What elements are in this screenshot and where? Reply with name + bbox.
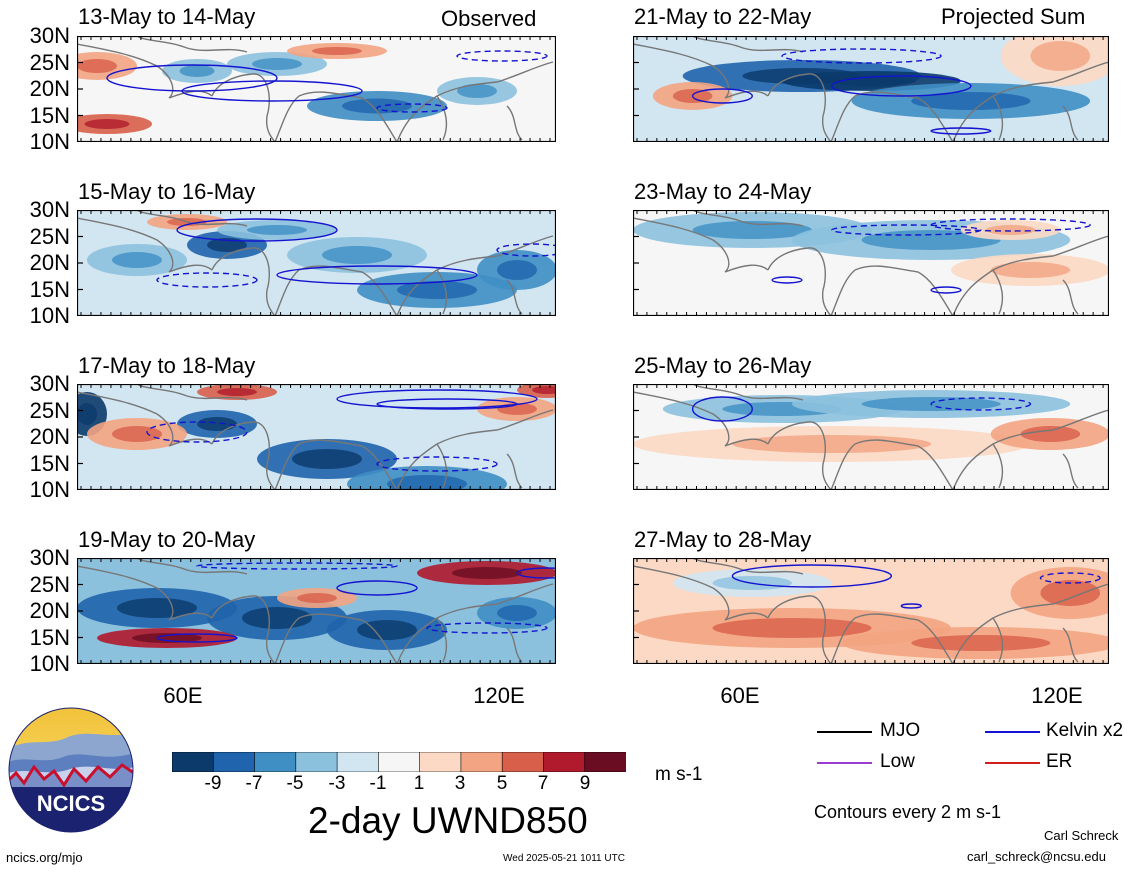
colorbar-swatch <box>419 751 462 773</box>
panel-title-5: 21-May to 22-May <box>634 4 812 29</box>
lat-label: 15N <box>29 103 70 128</box>
contours-note: Contours every 2 m s-1 <box>814 802 1002 822</box>
colorbar-swatch <box>501 751 545 773</box>
footer-email[interactable]: carl_schreck@ncsu.edu <box>967 849 1106 864</box>
map-panel-8 <box>633 558 1109 664</box>
colorbar-swatch <box>171 751 215 773</box>
colorbar-swatch <box>584 751 627 773</box>
lat-label: 10N <box>29 129 70 154</box>
lon-label-120e-left: 120E <box>473 683 525 708</box>
lat-label: 25N <box>29 398 70 423</box>
map-panel-6 <box>633 210 1109 316</box>
colorbar-label: -7 <box>245 773 263 794</box>
colorbar-units: m s-1 <box>655 764 703 785</box>
panel-title-4: 19-May to 20-May <box>78 527 256 552</box>
map-panel-7 <box>633 384 1109 490</box>
colorbar-label: 7 <box>537 773 549 794</box>
lat-label: 15N <box>29 451 70 476</box>
lon-label-60e-left: 60E <box>163 683 203 708</box>
lon-label-120e-right: 120E <box>1031 683 1083 708</box>
main-title: 2-day UWND850 <box>308 800 588 841</box>
legend-label-mjo: MJO <box>880 720 921 741</box>
lat-label: 25N <box>29 50 70 75</box>
legend-label-kelvin: Kelvin x2 <box>1046 720 1124 741</box>
panel-title-6: 23-May to 24-May <box>634 179 812 204</box>
legend-line-er <box>985 762 1040 764</box>
colorbar-label: -1 <box>369 773 387 794</box>
footer-timestamp: Wed 2025-05-21 1011 UTC <box>503 853 625 864</box>
colorbar-swatch <box>460 751 503 773</box>
colorbar-swatch <box>336 751 380 773</box>
colorbar-swatches <box>171 751 627 773</box>
projected-column-title: Projected Sum <box>941 4 1086 29</box>
lat-label: 20N <box>29 598 70 623</box>
colorbar-swatch <box>295 751 338 773</box>
map-panel-1 <box>77 36 556 142</box>
map-panel-5 <box>633 36 1109 142</box>
legend-label-er: ER <box>1046 751 1073 772</box>
observed-column-title: Observed <box>441 6 537 31</box>
legend-label-low: Low <box>880 751 915 772</box>
lat-label: 25N <box>29 572 70 597</box>
legend-line-kelvin <box>985 731 1040 733</box>
panel-title-7: 25-May to 26-May <box>634 353 812 378</box>
lat-label: 10N <box>29 651 70 676</box>
colorbar-label: -9 <box>204 773 222 794</box>
lat-label: 20N <box>29 424 70 449</box>
lat-label: 25N <box>29 224 70 249</box>
colorbar-label: 9 <box>579 773 591 794</box>
map-panel-3 <box>77 384 556 490</box>
colorbar-swatch <box>212 751 256 773</box>
map-panel-2 <box>77 210 556 316</box>
map-panel-4 <box>77 558 556 664</box>
colorbar-swatch <box>543 751 586 773</box>
colorbar-label: -5 <box>286 773 304 794</box>
lat-label: 30N <box>29 23 70 48</box>
lon-label-60e-right: 60E <box>720 683 760 708</box>
lat-label: 20N <box>29 250 70 275</box>
legend-line-low <box>817 762 872 764</box>
logo-text: NCICS <box>37 791 105 816</box>
footer-author: Carl Schreck <box>1044 828 1119 843</box>
panel-title-8: 27-May to 28-May <box>634 527 812 552</box>
lat-label: 15N <box>29 277 70 302</box>
colorbar-label: -3 <box>328 773 346 794</box>
ncics-logo: NCICS <box>8 707 134 833</box>
footer-url[interactable]: ncics.org/mjo <box>6 850 83 865</box>
colorbar <box>171 751 627 773</box>
lat-label: 10N <box>29 303 70 328</box>
colorbar-label: 5 <box>496 773 508 794</box>
colorbar-label: 3 <box>454 773 466 794</box>
lat-label: 30N <box>29 197 70 222</box>
lat-label: 15N <box>29 625 70 650</box>
lat-label: 30N <box>29 545 70 570</box>
lat-label: 10N <box>29 477 70 502</box>
panel-title-1: 13-May to 14-May <box>78 4 256 29</box>
panel-title-2: 15-May to 16-May <box>78 179 256 204</box>
panel-title-3: 17-May to 18-May <box>78 353 256 378</box>
colorbar-label: 1 <box>413 773 425 794</box>
colorbar-swatch <box>254 751 297 773</box>
lat-label: 20N <box>29 76 70 101</box>
colorbar-swatch <box>378 751 421 773</box>
legend-line-mjo <box>817 731 872 733</box>
lat-label: 30N <box>29 371 70 396</box>
